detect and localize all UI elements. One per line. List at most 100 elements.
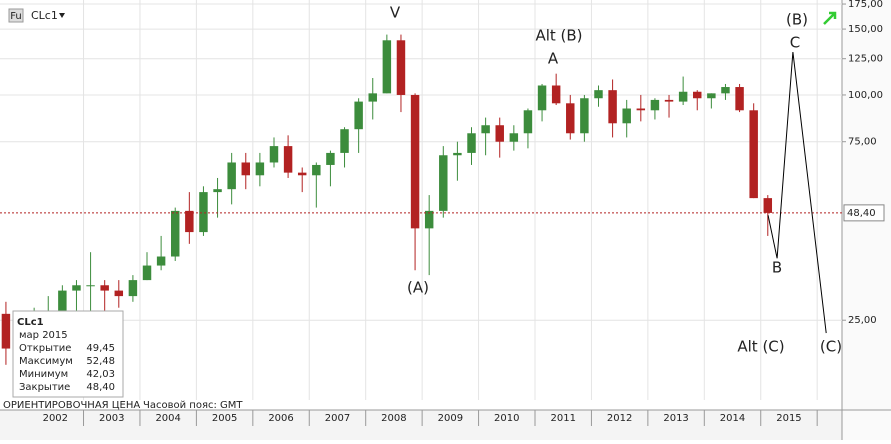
symbol-icon-text: Fu	[10, 11, 22, 22]
candle-body	[424, 210, 434, 229]
wave-label: V	[390, 4, 401, 22]
last-price-box	[843, 204, 885, 222]
y-tick-label: 25,00	[848, 315, 877, 326]
info-symbol: CLc1	[17, 317, 44, 328]
symbol-icon[interactable]	[8, 8, 24, 23]
candle-body	[594, 90, 603, 99]
x-tick-label: 2013	[663, 413, 688, 424]
wave-label: (A)	[407, 279, 429, 297]
last-price-label: 48,40	[847, 208, 876, 219]
candle-body	[100, 285, 109, 291]
x-tick-label: 2004	[155, 413, 180, 424]
x-tick-label: 2010	[494, 413, 519, 424]
trend-icon[interactable]	[823, 11, 837, 25]
wave-label: Alt (C)	[737, 338, 784, 356]
candle-body	[721, 87, 730, 94]
candle-body	[664, 99, 674, 102]
candle-body	[326, 152, 335, 165]
candle-body	[297, 172, 307, 176]
price-note: ОРИЕНТИРОВОЧНАЯ ЦЕНА	[3, 400, 140, 411]
wave-label: (C)	[820, 338, 842, 356]
x-tick-label: 2005	[212, 413, 237, 424]
candle-body	[523, 110, 533, 134]
info-value: 49,45	[86, 343, 115, 354]
x-tick-label: 2014	[720, 413, 745, 424]
candle-body	[170, 210, 180, 257]
x-tick-label: 2006	[268, 413, 293, 424]
candle-body	[199, 192, 208, 233]
candle-body	[410, 94, 420, 229]
y-tick-label: 150,00	[848, 24, 883, 35]
candle-body	[622, 108, 631, 124]
candle-body	[156, 256, 166, 266]
wave-label: Alt (B)	[535, 27, 582, 45]
candle-body	[368, 93, 377, 102]
info-box-frame	[12, 310, 124, 398]
x-tick-label: 2012	[607, 413, 632, 424]
candle-body	[481, 125, 490, 134]
wave-label: A	[548, 50, 559, 68]
x-tick-label: 2008	[381, 413, 406, 424]
candle-body	[354, 101, 363, 130]
info-label: Закрытие	[19, 382, 70, 393]
info-value: 42,03	[86, 369, 115, 380]
symbol[interactable]: CLc1	[31, 9, 58, 22]
candle-body	[255, 162, 265, 176]
candle-body	[580, 98, 589, 134]
x-tick-label: 2015	[776, 413, 801, 424]
y-tick-label: 175,00	[848, 0, 883, 10]
candle-body	[707, 93, 716, 99]
wave-label: (B)	[786, 11, 808, 29]
candle-body	[114, 290, 124, 297]
candle-body	[382, 40, 392, 94]
candle-body	[396, 40, 406, 95]
candle-body	[340, 129, 349, 153]
candle-body	[142, 265, 152, 281]
info-value: 52,48	[86, 356, 115, 367]
candle-body	[227, 162, 236, 190]
x-tick-label: 2009	[438, 413, 463, 424]
candle-body	[636, 108, 646, 111]
info-date: мар 2015	[19, 330, 68, 341]
info-box: CLc1 мар 2015 Открытие 49,45 Максимум 52,48…	[12, 310, 124, 398]
candle-body	[58, 290, 67, 314]
candle-body	[213, 189, 222, 193]
candle-body	[566, 103, 575, 134]
info-label: Открытие	[19, 343, 71, 354]
candle-body	[283, 146, 293, 173]
candle-body	[763, 198, 773, 213]
candle-body	[537, 85, 547, 111]
candle-body	[312, 164, 321, 176]
info-label: Минимум	[19, 369, 68, 380]
y-tick-label: 75,00	[848, 137, 877, 148]
y-tick-label: 100,00	[848, 90, 883, 101]
wave-label: B	[772, 259, 782, 277]
candle-body	[749, 110, 758, 199]
x-tick-label: 2002	[43, 413, 68, 424]
candle-body	[735, 87, 744, 111]
x-tick-label: 2007	[325, 413, 350, 424]
candle-body	[495, 125, 504, 142]
candle-body	[467, 133, 476, 153]
candle-body	[509, 133, 519, 142]
candle-body	[128, 280, 138, 297]
dropdown-arrow[interactable]	[59, 13, 65, 18]
candle-body	[693, 91, 702, 99]
info-value: 48,40	[86, 382, 115, 393]
info-label: Максимум	[19, 356, 73, 367]
candle-body	[1, 313, 11, 349]
candle-body	[185, 210, 194, 233]
candle-body	[72, 285, 81, 291]
x-tick-label: 2011	[550, 413, 575, 424]
wave-label: C	[790, 34, 800, 52]
candle-body	[241, 162, 251, 176]
candle-body	[439, 155, 448, 211]
candle-body	[453, 152, 462, 156]
candle-body	[608, 90, 617, 124]
y-tick-label: 125,00	[848, 54, 883, 65]
candle-body	[678, 91, 688, 102]
candle-body	[269, 146, 279, 163]
x-tick-label: 2003	[99, 413, 124, 424]
